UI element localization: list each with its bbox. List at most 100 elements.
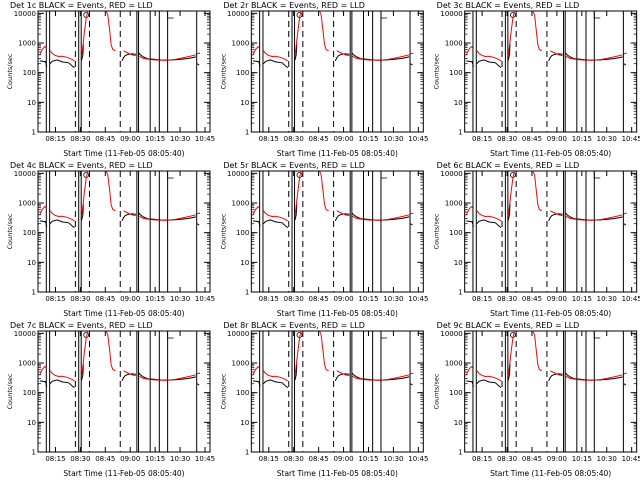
lld-series-line — [549, 50, 563, 57]
events-series-line — [121, 213, 137, 222]
y-tick-label: 1000 — [445, 360, 463, 368]
lld-series-line — [39, 46, 47, 56]
y-tick-label: 1000 — [445, 200, 463, 208]
events-series-line — [252, 60, 261, 67]
y-axis-label: Counts/sec — [219, 53, 227, 89]
x-tick-label: 08:30 — [284, 455, 304, 463]
lld-series-line — [363, 379, 373, 381]
lld-series-line — [197, 52, 201, 55]
plot-frame — [250, 330, 424, 453]
lld-series-line — [81, 170, 89, 217]
x-tick-label: 10:30 — [597, 135, 617, 143]
y-tick-label: 1000 — [232, 360, 250, 368]
events-series-line — [263, 219, 289, 228]
y-tick-label: 10000 — [440, 170, 462, 178]
events-series-line — [466, 380, 474, 387]
x-tick-label: 09:00 — [547, 135, 567, 143]
x-tick-label: 10:45 — [195, 295, 215, 303]
lld-series-line — [263, 210, 289, 222]
y-tick-label: 1 — [458, 289, 462, 297]
lld-series-line — [263, 370, 289, 382]
events-series-line — [138, 372, 150, 380]
events-series-line — [507, 364, 511, 381]
y-tick-label: 10000 — [14, 170, 36, 178]
events-series-line — [507, 44, 511, 61]
lld-series-line — [577, 379, 586, 381]
events-series-line — [81, 204, 84, 221]
events-series-line — [334, 213, 350, 222]
x-tick-label: 10:30 — [597, 295, 617, 303]
lld-series-line — [105, 170, 116, 212]
lld-series-line — [39, 366, 47, 376]
x-tick-label: 08:30 — [497, 455, 517, 463]
panel-title: Det 7c BLACK = Events, RED = LLD — [10, 321, 153, 330]
x-tick-label: 08:15 — [259, 135, 279, 143]
x-tick-label: 10:15 — [358, 455, 378, 463]
x-tick-label: 08:15 — [259, 455, 279, 463]
lld-series-line — [594, 214, 623, 221]
events-series-line — [565, 372, 577, 380]
y-axis-label: Counts/sec — [433, 213, 441, 249]
events-series-line — [410, 383, 413, 386]
x-tick-label: 10:30 — [170, 295, 190, 303]
y-tick-label: 10000 — [440, 10, 462, 18]
x-axis-label: Start Time (11-Feb-05 08:05:40) — [277, 469, 398, 478]
x-tick-label: 10:15 — [572, 135, 592, 143]
events-series-line — [351, 52, 364, 60]
events-series-line — [294, 364, 298, 381]
x-tick-label: 10:15 — [358, 135, 378, 143]
lld-series-line — [81, 10, 89, 57]
events-series-line — [39, 380, 48, 387]
events-series-line — [39, 60, 48, 67]
events-series-line — [410, 63, 413, 66]
events-series-line — [548, 213, 563, 222]
plot-frame — [250, 170, 424, 293]
panel-title: Det 4c BLACK = Events, RED = LLD — [10, 161, 153, 170]
x-tick-label: 09:00 — [333, 295, 353, 303]
attenuator-step-marker — [380, 332, 387, 339]
lld-series-line — [594, 54, 623, 61]
lld-series-line — [410, 212, 414, 215]
x-tick-label: 08:30 — [284, 135, 304, 143]
lld-series-line — [410, 372, 414, 375]
lld-series-line — [319, 330, 329, 372]
y-tick-label: 1 — [32, 289, 36, 297]
lld-series-line — [150, 219, 159, 221]
panel-title: Det 5r BLACK = Events, RED = LLD — [223, 161, 365, 170]
plot-frame — [37, 330, 211, 453]
lld-series-line — [138, 375, 150, 380]
lld-series-line — [336, 210, 350, 217]
lld-series-line — [138, 55, 150, 60]
y-tick-label: 1 — [458, 449, 462, 457]
y-tick-label: 100 — [449, 389, 462, 397]
events-series-line — [196, 383, 200, 386]
lld-series-line — [81, 330, 89, 377]
detector-panel: Det 5r BLACK = Events, RED = LLD Counts/s… — [219, 161, 428, 318]
y-tick-label: 100 — [23, 69, 36, 77]
x-tick-label: 08:45 — [95, 455, 115, 463]
lld-series-line — [623, 212, 627, 215]
lld-series-line — [168, 214, 197, 221]
lld-series-line — [465, 46, 473, 56]
lld-series-line — [123, 50, 137, 57]
x-axis-label: Start Time (11-Feb-05 08:05:40) — [277, 309, 398, 318]
events-series-line — [138, 212, 150, 220]
y-axis-label: Counts/sec — [219, 373, 227, 409]
x-tick-label: 10:15 — [358, 295, 378, 303]
lld-series-line — [507, 170, 515, 217]
y-axis-label: Counts/sec — [6, 53, 14, 89]
x-tick-label: 09:00 — [547, 295, 567, 303]
x-tick-label: 10:45 — [408, 135, 428, 143]
detector-panel: Det 6c BLACK = Events, RED = LLD Counts/s… — [433, 161, 640, 318]
x-tick-label: 10:45 — [622, 295, 640, 303]
events-series-line — [196, 223, 200, 226]
x-tick-label: 10:45 — [408, 455, 428, 463]
lld-series-line — [49, 210, 75, 222]
y-tick-label: 1000 — [18, 200, 36, 208]
x-tick-label: 09:00 — [333, 455, 353, 463]
y-axis-label: Counts/sec — [433, 373, 441, 409]
lld-series-line — [532, 10, 543, 52]
events-series-line — [294, 44, 298, 61]
x-tick-label: 08:15 — [472, 295, 492, 303]
